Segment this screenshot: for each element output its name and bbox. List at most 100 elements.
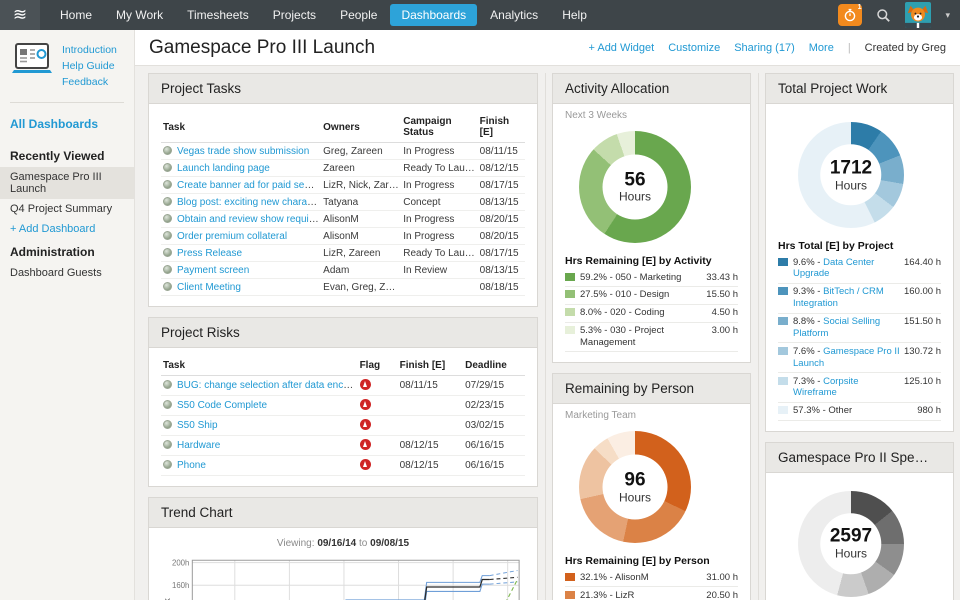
header-action-add-widget[interactable]: + Add Widget	[588, 42, 654, 54]
sidebar-item-q4-project-summary[interactable]: Q4 Project Summary	[0, 199, 134, 219]
table-row: Blog post: exciting new charactersTatyan…	[161, 194, 525, 211]
legend-swatch	[778, 406, 788, 414]
legend: 9.6% - Data Center Upgrade164.40 h9.3% -…	[778, 254, 941, 421]
red-flag-icon	[360, 399, 371, 410]
task-status-icon	[163, 400, 172, 409]
donut-center-value: 56	[624, 170, 645, 190]
dashboard-content: Project Tasks TaskOwnersCampaign StatusF…	[135, 66, 960, 600]
task-link[interactable]: Create banner ad for paid search	[177, 180, 321, 191]
created-by-label: Created by Greg	[865, 42, 946, 54]
task-link[interactable]: Client Meeting	[177, 282, 241, 293]
timer-button[interactable]: 1	[838, 4, 862, 26]
task-link[interactable]: S50 Ship	[177, 420, 218, 431]
task-link[interactable]: BUG: change selection after data encrypt…	[177, 380, 358, 391]
sidebar-section-title: Recently Viewed	[0, 143, 134, 167]
task-link[interactable]: Order premium collateral	[177, 231, 287, 242]
task-link[interactable]: Hardware	[177, 440, 220, 451]
table-row: Payment screenAdamIn Review08/13/15	[161, 262, 525, 279]
red-flag-icon	[360, 419, 371, 430]
top-navigation: ≋ HomeMy WorkTimesheetsProjectsPeopleDas…	[0, 0, 960, 30]
column-header-finish-e: Finish [E]	[398, 356, 464, 376]
task-link[interactable]: Blog post: exciting new characters	[177, 197, 321, 208]
nav-item-people[interactable]: People	[329, 4, 388, 26]
search-icon[interactable]	[876, 8, 891, 23]
sidebar-link-introduction[interactable]: Introduction	[62, 44, 117, 56]
red-flag-icon	[360, 439, 371, 450]
legend-swatch	[565, 591, 575, 599]
legend-swatch	[565, 326, 575, 334]
table-row: Press ReleaseLizR, ZareenReady To Launch…	[161, 245, 525, 262]
nav-item-home[interactable]: Home	[49, 4, 103, 26]
sidebar-link-feedback[interactable]: Feedback	[62, 76, 117, 88]
workfront-logo[interactable]: ≋	[0, 0, 40, 30]
table-row: Vegas trade show submissionGreg, ZareenI…	[161, 143, 525, 160]
table-row: BUG: change selection after data encrypt…	[161, 376, 525, 396]
task-status-icon	[163, 180, 172, 189]
project-risks-table: TaskFlagFinish [E]Deadline BUG: change s…	[161, 356, 525, 476]
donut-center-value: 2597	[830, 527, 872, 547]
table-row: Client MeetingEvan, Greg, Zareen08/18/15	[161, 279, 525, 296]
sidebar-item-gamespace-pro-iii-launch[interactable]: Gamespace Pro III Launch	[0, 167, 134, 199]
person-donut-chart: 96 Hours	[579, 431, 691, 543]
legend-item: 57.3% - Other980 h	[778, 403, 941, 421]
legend-title: Hrs Total [E] by Project	[778, 240, 941, 252]
panel-activity-allocation: Activity Allocation Next 3 Weeks 56 Hour…	[552, 73, 751, 363]
task-link[interactable]: Press Release	[177, 248, 242, 259]
nav-item-analytics[interactable]: Analytics	[479, 4, 549, 26]
panel-project-risks: Project Risks TaskFlagFinish [E]Deadline…	[148, 317, 538, 487]
donut-center-unit: Hours	[619, 190, 651, 204]
chevron-down-icon[interactable]: ▾	[945, 10, 950, 21]
task-link[interactable]: Vegas trade show submission	[177, 146, 309, 157]
panel-title: Trend Chart	[149, 498, 537, 528]
project-work-donut-chart: 1712 Hours	[798, 122, 904, 228]
column-header-task: Task	[161, 356, 358, 376]
nav-item-my-work[interactable]: My Work	[105, 4, 174, 26]
panel-title: Activity Allocation	[553, 74, 750, 104]
stopwatch-icon	[843, 8, 857, 22]
sidebar-link-help-guide[interactable]: Help Guide	[62, 60, 117, 72]
sidebar-sections: Recently ViewedGamespace Pro III LaunchQ…	[0, 143, 134, 283]
table-row: Hardware08/12/1506/16/15	[161, 436, 525, 456]
nav-item-projects[interactable]: Projects	[262, 4, 327, 26]
legend-swatch	[565, 273, 575, 281]
nav-item-timesheets[interactable]: Timesheets	[176, 4, 260, 26]
task-link[interactable]: Launch landing page	[177, 163, 270, 174]
task-status-icon	[163, 282, 172, 291]
user-avatar[interactable]	[905, 2, 931, 28]
task-status-icon	[163, 163, 172, 172]
panel-subtitle: Marketing Team	[565, 410, 738, 421]
legend-item: 8.8% - Social Selling Platform151.50 h	[778, 314, 941, 344]
trend-viewing-range: Viewing: 09/16/14 to 09/08/15	[161, 536, 525, 553]
panel-title: Project Tasks	[149, 74, 537, 104]
sidebar-item-dashboard-guests[interactable]: Dashboard Guests	[0, 263, 134, 283]
panel-total-project-work: Total Project Work 1712 Hours Hrs Total …	[765, 73, 954, 432]
donut-center-unit: Hours	[619, 490, 651, 504]
timer-badge: 1	[858, 4, 862, 11]
sidebar-item-add-dashboard[interactable]: + Add Dashboard	[0, 219, 134, 239]
column-middle: Activity Allocation Next 3 Weeks 56 Hour…	[545, 73, 751, 600]
header-action-more[interactable]: More	[809, 42, 834, 54]
header-action-sharing-17[interactable]: Sharing (17)	[734, 42, 795, 54]
fox-avatar-image	[905, 2, 931, 28]
nav-item-help[interactable]: Help	[551, 4, 598, 26]
task-link[interactable]: Payment screen	[177, 265, 249, 276]
table-row: S50 Code Complete02/23/15	[161, 396, 525, 416]
task-link[interactable]: S50 Code Complete	[177, 400, 267, 411]
nav-item-dashboards[interactable]: Dashboards	[390, 4, 477, 26]
sidebar-item-all-dashboards[interactable]: All Dashboards	[0, 115, 134, 143]
header-action-customize[interactable]: Customize	[668, 42, 720, 54]
header-separator: |	[848, 42, 851, 54]
panel-title: Remaining by Person	[553, 374, 750, 404]
column-header-campaign-status: Campaign Status	[401, 112, 477, 143]
page-title: Gamespace Pro III Launch	[149, 37, 375, 59]
donut-center-unit: Hours	[835, 547, 867, 561]
task-link[interactable]: Obtain and review show requirements	[177, 214, 321, 225]
legend-swatch	[778, 287, 788, 295]
page-header: Gamespace Pro III Launch + Add Widget Cus…	[135, 30, 960, 66]
table-row: Launch landing pageZareenReady To Launch…	[161, 160, 525, 177]
task-status-icon	[163, 248, 172, 257]
donut-center-value: 1712	[830, 158, 872, 178]
legend-title: Hrs Remaining [E] by Activity	[565, 255, 738, 267]
legend-swatch	[778, 258, 788, 266]
task-link[interactable]: Phone	[177, 460, 206, 471]
